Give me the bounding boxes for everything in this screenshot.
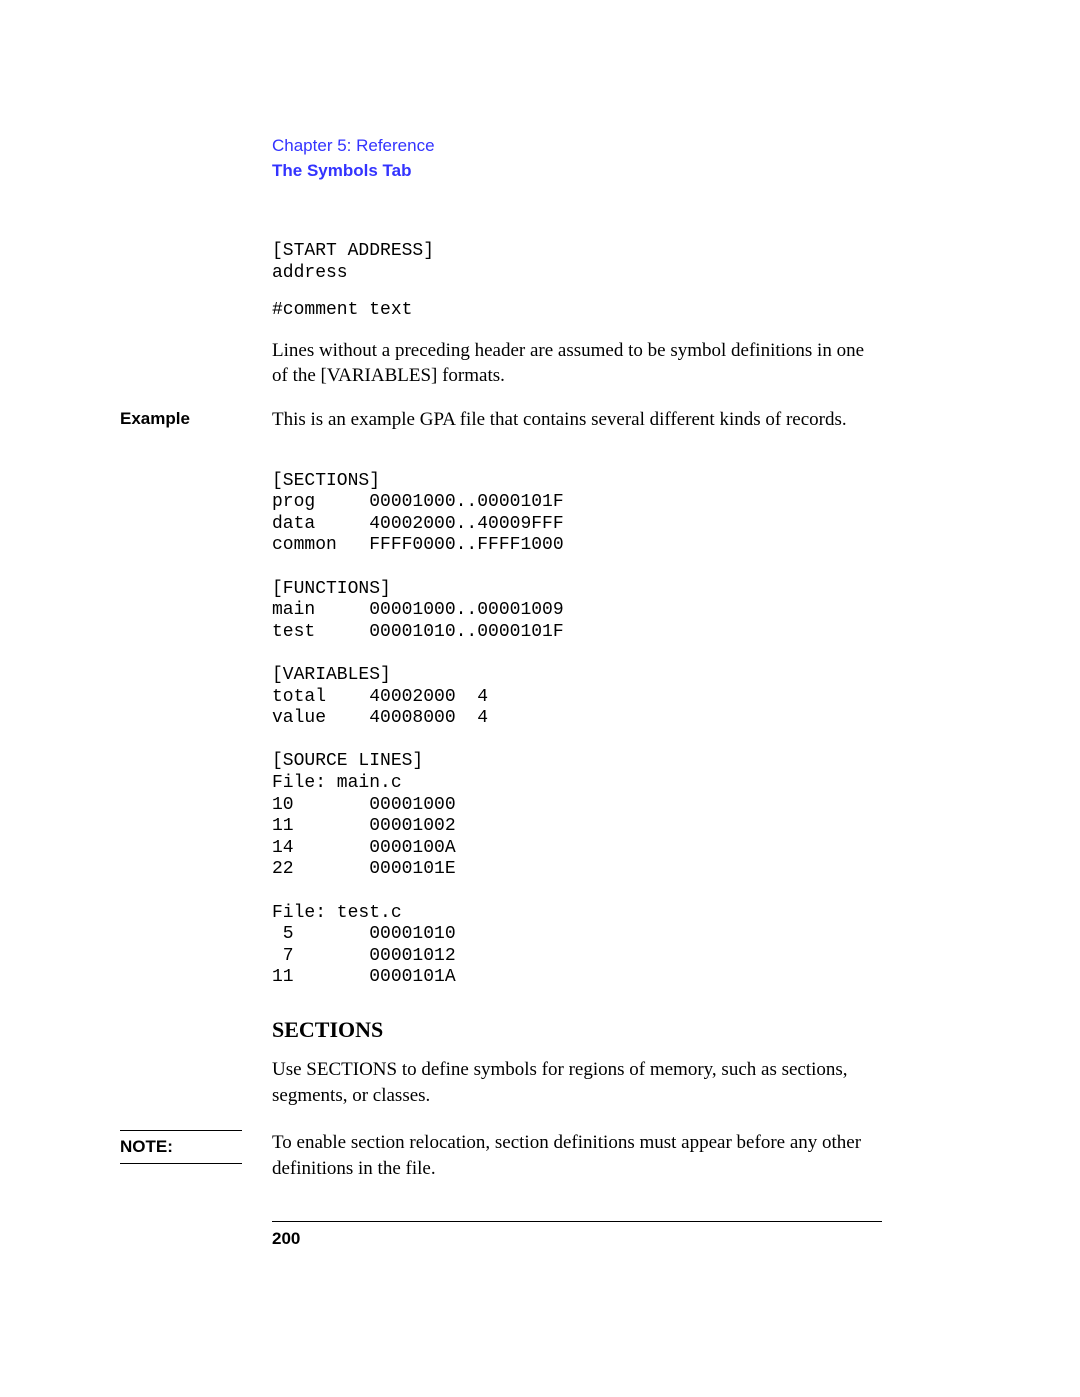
example-label: Example [120,407,272,429]
note-body: To enable section relocation, section de… [272,1130,882,1181]
start-address-block: [START ADDRESS] address [272,241,882,284]
footer-rule [272,1221,882,1222]
content-top: [START ADDRESS] address #comment text Li… [272,241,882,389]
note-block: NOTE: To enable section relocation, sect… [0,1130,1080,1181]
chapter-label: Chapter 5: Reference [272,136,1080,156]
sections-body: Use SECTIONS to define symbols for regio… [272,1057,882,1108]
example-intro: This is an example GPA file that contain… [272,407,882,433]
comment-block: #comment text [272,300,882,322]
example-body: This is an example GPA file that contain… [272,407,882,1108]
sections-heading: SECTIONS [272,1017,882,1043]
page-header: Chapter 5: Reference The Symbols Tab [272,136,1080,181]
page-number: 200 [272,1229,300,1249]
code-listing: [SECTIONS] prog 00001000..0000101F data … [272,471,882,989]
note-rule-bottom [120,1163,242,1164]
note-label-wrap: NOTE: [120,1130,272,1164]
note-label: NOTE: [120,1137,272,1157]
page: Chapter 5: Reference The Symbols Tab [ST… [0,0,1080,1397]
example-block: Example This is an example GPA file that… [0,407,1080,1108]
section-title: The Symbols Tab [272,161,1080,181]
note-rule-top [120,1130,242,1131]
intro-paragraph: Lines without a preceding header are ass… [272,338,882,389]
